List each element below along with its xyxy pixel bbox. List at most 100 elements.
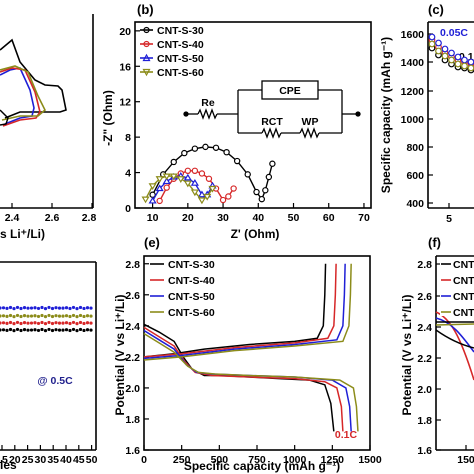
panel-d-data-point: [64, 314, 69, 318]
panel-d-data-point: [57, 321, 62, 325]
panel-a: 2.4 2.6 2.8 s Li⁺/Li): [0, 14, 96, 241]
panel-c-ytick-label: 1400: [401, 57, 425, 69]
panel-c-data-point: [435, 39, 442, 47]
panel-d-xlabel: les: [0, 458, 17, 472]
panel-d-data-point: [19, 328, 23, 333]
panel-d-data-point: [40, 313, 44, 318]
panel-d-data-point: [19, 321, 23, 326]
panel-d-data-point: [71, 305, 76, 310]
data-point-cnt-s-30: [265, 173, 273, 181]
panel-f-ticks: 2.8 2.6 2.4 2.2 2.0 1.8 1.6: [417, 259, 441, 457]
panel-d-data-point: [43, 328, 48, 333]
panel-d-data-point: [54, 328, 58, 332]
panel-d-data-point: [64, 328, 69, 332]
panel-c-ytick-label: 1200: [401, 86, 425, 98]
panel-d-data-point: [36, 314, 41, 319]
circuit-node: [183, 111, 189, 117]
panel-c-data-point: [428, 33, 436, 41]
panel-d-data-point: [43, 314, 48, 319]
panel-d-data-point: [50, 306, 55, 311]
panel-d-data-point: [1, 321, 6, 325]
panel-c: (c) 1600 1400 1200 1000 800 600 400 5 Specific…: [379, 2, 474, 225]
panel-d-data-point: [22, 328, 27, 332]
data-point-cnt-s-40: [219, 196, 227, 204]
panel-d-data-point: [61, 328, 65, 332]
panel-d-data-point: [71, 313, 76, 318]
panel-d-data-point: [5, 328, 9, 332]
panel-d-data-point: [22, 314, 27, 318]
panel-d-xtick-label: 40: [60, 454, 72, 466]
panel-d-data-point: [8, 313, 13, 318]
charge-curve-cnt-s-50: [143, 263, 346, 360]
panel-d-data-point: [78, 320, 83, 325]
panel-d-data-point: [78, 313, 83, 318]
data-point-cnt-s-60: [169, 173, 178, 181]
panel-b-ytick-label: 4: [125, 168, 131, 180]
circuit-label-cpe: CPE: [279, 85, 301, 97]
panel-b-xtick-label: 50: [288, 212, 300, 224]
panel-d-annotation: @ 0.5C: [37, 375, 73, 387]
panel-e-ylabel: Potential (V vs Li⁺/Li): [113, 294, 127, 415]
circuit-warburg: [299, 127, 320, 139]
panel-b-xtick-label: 70: [358, 212, 370, 224]
panel-f-label: (f): [428, 235, 441, 250]
panel-d-data-point: [50, 314, 55, 319]
equivalent-circuit: [183, 80, 361, 139]
panel-e-ytick-label: 2.2: [125, 352, 140, 364]
panel-d-data-point: [68, 306, 72, 311]
panel-d-data-point: [82, 321, 86, 326]
panel-b-xlabel: Z' (Ohm): [231, 227, 280, 241]
panel-d-data-point: [15, 320, 20, 325]
panel-d-data-point: [26, 306, 30, 310]
panel-b-ticks: 10 20 30 40 50 60 70 0 4 8 12 16 20: [119, 26, 370, 224]
panel-c-ytick-label: 1000: [401, 114, 425, 126]
panel-f-xtick-label: 150: [457, 454, 474, 466]
panel-c-data-point: [441, 52, 449, 60]
panel-f-curve: [435, 329, 474, 349]
data-point-cnt-s-30: [253, 188, 260, 196]
panel-e-xtick-label: 0: [141, 454, 147, 466]
panel-e-xtick-label: 1250: [321, 454, 345, 466]
panel-d-data-point: [82, 328, 86, 333]
panel-d-data-point: [47, 313, 51, 318]
panel-c-data-point: [467, 64, 474, 72]
data-point-cnt-s-30: [269, 160, 276, 167]
legend-label: CNT-: [453, 291, 474, 303]
panel-d-data-point: [64, 306, 69, 310]
data-point-cnt-s-30: [258, 195, 266, 203]
panel-d-data-point: [89, 306, 93, 310]
panel-a-xtick-label: 2.4: [5, 212, 20, 224]
panel-f-ytick-label: 2.6: [417, 291, 432, 303]
legend-label: CNT-S-60: [157, 67, 204, 79]
panel-e-ytick-label: 1.6: [125, 445, 140, 457]
panel-c-ylabel: Specific capacity (mAh g⁻¹): [379, 37, 393, 193]
legend-label: CNT-: [453, 307, 474, 319]
panel-d-data-point: [19, 306, 23, 311]
charge-curve-cnt-s-60: [143, 263, 352, 361]
data-point-cnt-s-40: [230, 185, 237, 192]
panel-c-data-point: [454, 53, 462, 61]
panel-c-data-point: [428, 40, 436, 48]
data-point-cnt-s-60: [155, 176, 164, 183]
panel-d-data-point: [68, 328, 72, 333]
data-point-cnt-s-30: [212, 144, 220, 151]
panel-d-data-point: [29, 328, 34, 332]
panel-c-label: (c): [428, 2, 444, 17]
panel-d-data-point: [5, 321, 9, 325]
panel-b-legend: CNT-S-30 CNT-S-40 CNT-S-50 CNT-S-60: [140, 25, 204, 79]
panel-b-xtick-label: 20: [182, 212, 194, 224]
panel-b-label: (b): [137, 2, 154, 17]
panel-b-xtick-label: 60: [323, 212, 335, 224]
circuit-node: [355, 111, 361, 117]
data-point-cnt-s-30: [170, 158, 177, 166]
data-point-cnt-s-50: [183, 173, 192, 181]
panel-d-data-point: [26, 321, 30, 325]
data-point-cnt-s-40: [156, 197, 163, 205]
panel-b-xtick-label: 10: [147, 212, 159, 224]
panel-d-xtick-label: 20: [9, 454, 21, 466]
panel-b-ytick-label: 20: [119, 26, 131, 38]
panel-d-data-point: [8, 320, 13, 325]
panel-e-xtick-label: 1000: [283, 454, 307, 466]
